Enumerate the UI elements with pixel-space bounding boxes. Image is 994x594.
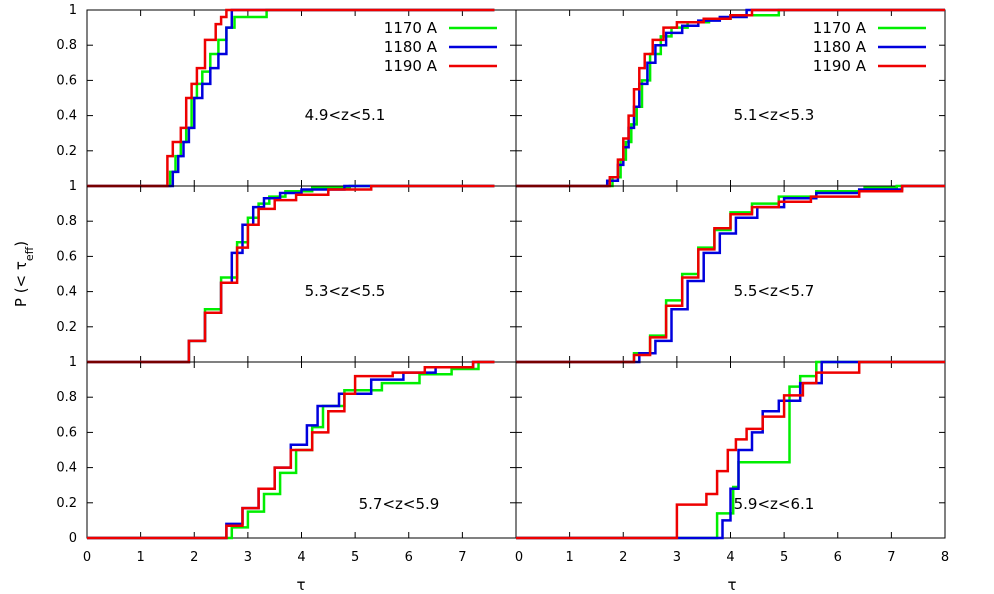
series-line bbox=[87, 184, 495, 364]
y-tick-label: 0.8 bbox=[56, 214, 77, 229]
x-tick-label: 7 bbox=[458, 550, 466, 565]
x-tick-label: 8 bbox=[941, 550, 949, 565]
series-line bbox=[87, 184, 495, 364]
x-axis-label-left: τ bbox=[296, 576, 305, 594]
series-line bbox=[516, 184, 945, 364]
redshift-label: 5.7<z<5.9 bbox=[359, 495, 440, 513]
redshift-label: 5.3<z<5.5 bbox=[305, 282, 386, 300]
series-line bbox=[87, 8, 495, 188]
y-axis-label: P (< τeff) bbox=[12, 241, 36, 307]
x-tick-label: 3 bbox=[244, 550, 252, 565]
series-line bbox=[87, 360, 495, 540]
y-tick-label: 0.8 bbox=[56, 390, 77, 405]
panel-frame bbox=[86, 9, 517, 187]
series-line bbox=[87, 8, 495, 188]
series-line bbox=[516, 8, 945, 188]
legend-label: 1190 A bbox=[813, 57, 867, 75]
y-tick-label: 0 bbox=[69, 531, 77, 546]
y-tick-label: 0.2 bbox=[56, 496, 77, 511]
y-tick-label: 0.8 bbox=[56, 38, 77, 53]
legend-label: 1180 A bbox=[384, 38, 438, 56]
y-tick-label: 0.2 bbox=[56, 144, 77, 159]
x-tick-label: 5 bbox=[351, 550, 359, 565]
legend-label: 1170 A bbox=[813, 19, 867, 37]
y-tick-label: 0.4 bbox=[56, 285, 77, 300]
panel-frame bbox=[515, 9, 946, 187]
y-tick-label: 1 bbox=[69, 179, 77, 194]
redshift-label: 5.9<z<6.1 bbox=[734, 495, 815, 513]
x-tick-label: 4 bbox=[297, 550, 305, 565]
redshift-label: 5.5<z<5.7 bbox=[734, 282, 815, 300]
legend-label: 1190 A bbox=[384, 57, 438, 75]
x-tick-label: 6 bbox=[834, 550, 842, 565]
series-line bbox=[87, 360, 495, 540]
x-tick-label: 2 bbox=[190, 550, 198, 565]
redshift-label: 4.9<z<5.1 bbox=[305, 106, 386, 124]
series-line bbox=[87, 184, 495, 364]
series-line bbox=[516, 184, 945, 364]
y-tick-label: 0.4 bbox=[56, 461, 77, 476]
series-line bbox=[516, 360, 945, 540]
x-tick-label: 4 bbox=[726, 550, 734, 565]
panel-4: 0 0.2 0.4 0.6 0.8 1 0 1 2 3 4 5 6 7 5.7<z<5.9 bbox=[56, 355, 517, 565]
x-tick-label: 1 bbox=[136, 550, 144, 565]
panel-5: 0 1 2 3 4 5 6 7 8 5.9<z<6.1 bbox=[515, 360, 949, 565]
x-tick-label: 2 bbox=[619, 550, 627, 565]
y-tick-label: 0.2 bbox=[56, 320, 77, 335]
x-tick-label: 7 bbox=[887, 550, 895, 565]
x-axis-label-right: τ bbox=[727, 576, 736, 594]
y-tick-label: 0.6 bbox=[56, 425, 77, 440]
x-tick-label: 0 bbox=[83, 550, 91, 565]
x-tick-label: 1 bbox=[565, 550, 573, 565]
panel-2: 0.2 0.4 0.6 0.8 1 5.3<z<5.5 bbox=[56, 179, 517, 364]
panel-frame bbox=[86, 185, 517, 363]
x-tick-label: 3 bbox=[673, 550, 681, 565]
series-line bbox=[516, 8, 945, 188]
legend-label: 1180 A bbox=[813, 38, 867, 56]
series-line bbox=[516, 360, 945, 540]
panel-3: 5.5<z<5.7 bbox=[515, 184, 946, 364]
y-tick-label: 0.4 bbox=[56, 109, 77, 124]
redshift-label: 5.1<z<5.3 bbox=[734, 106, 815, 124]
x-tick-label: 5 bbox=[780, 550, 788, 565]
x-tick-label: 0 bbox=[515, 550, 523, 565]
x-tick-label: 6 bbox=[405, 550, 413, 565]
series-line bbox=[516, 184, 945, 364]
series-line bbox=[516, 8, 945, 188]
y-tick-label: 0.6 bbox=[56, 249, 77, 264]
legend-label: 1170 A bbox=[384, 19, 438, 37]
y-tick-label: 0.6 bbox=[56, 73, 77, 88]
y-tick-label: 1 bbox=[69, 355, 77, 370]
y-tick-label: 1 bbox=[69, 3, 77, 18]
